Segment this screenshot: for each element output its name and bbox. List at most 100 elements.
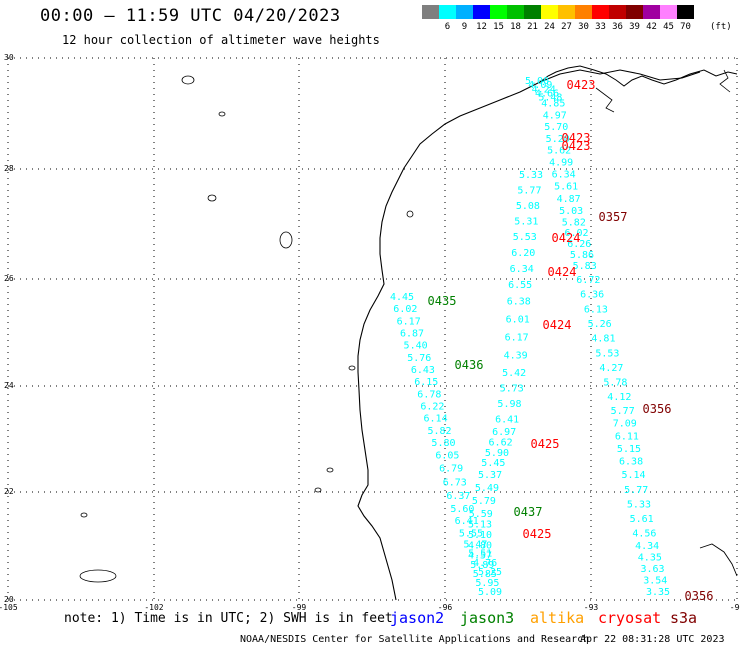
scale-label: 70: [680, 22, 691, 32]
scale-label: 18: [510, 22, 521, 32]
wave-height-value: 5.90: [485, 448, 509, 459]
scale-label: 39: [629, 22, 640, 32]
scale-label: 36: [612, 22, 623, 32]
wave-height-value: 5.53: [513, 232, 537, 243]
wave-height-tracks: 5.004.094.244.665.484.854.975.705.205.62…: [390, 76, 670, 598]
wave-height-value: 6.41: [495, 414, 519, 425]
scale-swatch: [609, 5, 626, 19]
pass-time-tag: 0423: [562, 139, 591, 153]
axis-labels: -105 -102 -99 -96 -93 -90 20 22 24 26 28 30: [0, 53, 740, 612]
wave-height-value: 4.45: [390, 292, 414, 303]
coast-island: [406, 210, 414, 218]
wave-height-value: 5.76: [407, 353, 431, 364]
wave-height-value: 7.09: [613, 419, 637, 430]
wave-height-value: 6.73: [443, 477, 467, 488]
wave-height-value: 4.12: [607, 392, 631, 403]
wave-height-value: 5.47: [463, 540, 487, 551]
wave-height-value: 6.17: [397, 316, 421, 327]
wave-height-value: 5.60: [450, 504, 474, 515]
lat-tick-label: 20: [4, 595, 14, 604]
wave-height-value: 4.99: [549, 157, 573, 168]
wave-height-value: 5.77: [611, 406, 635, 417]
wave-height-value: 6.05: [435, 450, 459, 461]
wave-height-value: 4.66: [535, 89, 559, 100]
wave-height-value: 5.86: [570, 250, 594, 261]
wave-height-value: 4.57: [468, 551, 492, 562]
wave-height-value: 4.87: [557, 194, 581, 205]
lat-tick-label: 28: [4, 164, 14, 173]
scale-bin: 33: [592, 5, 609, 32]
coastline-main: [357, 69, 701, 601]
wave-height-value: 5.14: [621, 470, 645, 481]
wave-height-value: 5.49: [475, 483, 499, 494]
lon-tick-label: -90: [730, 603, 740, 612]
scale-swatch: [456, 5, 473, 19]
wave-height-value: 5.33: [519, 170, 543, 181]
wave-height-value: 5.33: [627, 499, 651, 510]
wave-height-value: 6.38: [507, 297, 531, 308]
scale-unit-label: (ft): [710, 22, 732, 32]
yucatan-coast: [699, 543, 738, 577]
wave-height-value: 5.09: [478, 587, 502, 598]
scale-swatch: [660, 5, 677, 19]
mission-label-jason2: jason2: [390, 609, 445, 627]
wave-height-value: 6.34: [552, 170, 576, 181]
wave-height-value: 6.37: [446, 491, 470, 502]
wave-height-value: 4.97: [543, 110, 567, 121]
scale-swatch: [524, 5, 541, 19]
coast-island: [348, 365, 356, 371]
lat-tick-label: 26: [4, 274, 14, 283]
mission-label-jason3: jason3: [460, 609, 515, 627]
scale-label: 21: [527, 22, 538, 32]
wave-height-value: 5.61: [554, 182, 578, 193]
wave-height-value: 5.51: [468, 549, 492, 560]
scale-swatch: [473, 5, 490, 19]
wave-height-value: 5.48: [538, 93, 562, 104]
lon-tick-label: -102: [144, 603, 163, 612]
pass-time-tag: 0356: [643, 402, 672, 416]
wave-height-value: 6.13: [584, 304, 608, 315]
wave-height-value: 6.62: [489, 437, 513, 448]
wave-height-value: 6.87: [400, 329, 424, 340]
pass-time-tag: 0424: [543, 318, 572, 332]
wave-height-value: 5.42: [502, 368, 526, 379]
lon-tick-label: -99: [292, 603, 307, 612]
scale-swatch: [490, 5, 507, 19]
mission-label-s3a: s3a: [670, 609, 698, 627]
wave-height-value: 4.39: [504, 351, 528, 362]
wave-height-value: 4.24: [532, 84, 556, 95]
scale-swatch: [507, 5, 524, 19]
wave-height-value: 5.70: [544, 122, 568, 133]
wave-height-value: 5.83: [573, 261, 597, 272]
mission-label-cryosat: cryosat: [598, 609, 662, 627]
lat-tick-label: 22: [4, 487, 14, 496]
coastline-north: [539, 65, 738, 87]
scale-label: 33: [595, 22, 606, 32]
wave-height-value: 5.37: [478, 470, 502, 481]
mission-label-altika: altika: [530, 609, 585, 627]
wave-height-value: 5.13: [468, 520, 492, 531]
wave-height-value: 4.27: [599, 363, 623, 374]
scale-bin: 36: [609, 5, 626, 32]
wave-height-value: 3.63: [641, 564, 665, 575]
scale-swatch: [592, 5, 609, 19]
scale-label: 27: [561, 22, 572, 32]
wave-height-value: 3.54: [643, 575, 667, 586]
coast-inlet: [719, 69, 731, 93]
scale-bin: 42: [643, 5, 660, 32]
coast-island: [326, 467, 334, 473]
map-title: 00:00 – 11:59 UTC 04/20/2023: [40, 6, 341, 26]
wave-height-value: 6.43: [411, 365, 435, 376]
pass-time-tag: 0424: [552, 231, 581, 245]
wave-height-value: 6.55: [508, 280, 532, 291]
coast-island: [218, 111, 226, 117]
wave-height-value: 4.09: [528, 80, 552, 91]
wave-height-value: 6.02: [564, 228, 588, 239]
map-subtitle: 12 hour collection of altimeter wave hei…: [62, 33, 380, 47]
scale-bin: 30: [575, 5, 592, 32]
wave-height-value: 6.79: [439, 464, 463, 475]
scale-label: 42: [646, 22, 657, 32]
pass-time-tag: 0436: [455, 358, 484, 372]
wave-height-value: 5.08: [516, 201, 540, 212]
